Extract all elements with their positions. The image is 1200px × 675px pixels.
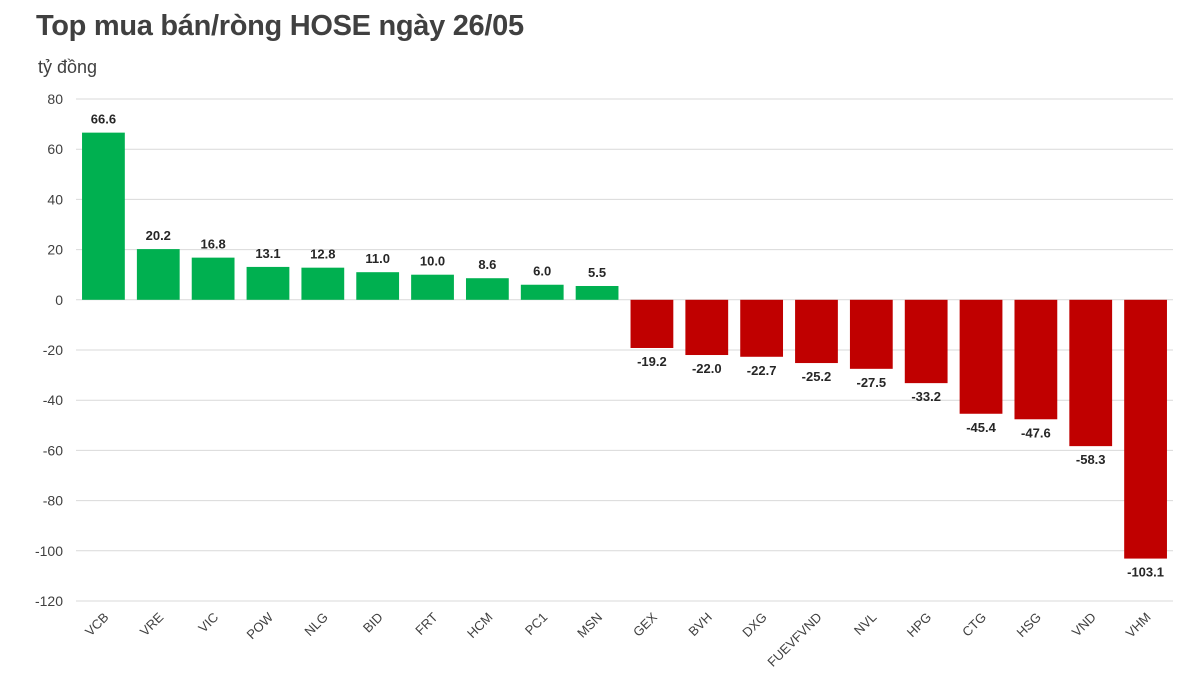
x-tick-label: CTG — [959, 610, 989, 640]
data-label: -58.3 — [1076, 452, 1106, 467]
x-tick-label: PC1 — [522, 610, 550, 638]
x-axis-ticks: VCB VRE VIC POW NLG BID FRT HCM PC1 MSN GEX BVH DXGF… — [82, 609, 1154, 670]
bar-frt — [411, 274, 454, 300]
data-label: -22.7 — [747, 363, 777, 378]
y-tick-label: 60 — [47, 141, 63, 157]
bar-fuevfvnd — [795, 299, 838, 364]
data-label: 12.8 — [310, 247, 335, 262]
x-tick-label: GEX — [630, 609, 660, 639]
y-tick-label: -120 — [35, 593, 63, 609]
data-label: -22.0 — [692, 361, 722, 376]
bar-vic — [191, 257, 235, 300]
data-label: 20.2 — [146, 228, 171, 243]
data-label: -47.6 — [1021, 425, 1051, 440]
bar-msn — [575, 285, 619, 300]
bar-ctg — [959, 299, 1003, 414]
data-label: 10.0 — [420, 254, 445, 269]
data-label: 5.5 — [588, 265, 606, 280]
x-tick-label: NVL — [851, 610, 879, 638]
bar-bvh — [685, 299, 729, 356]
bar-gex — [630, 299, 674, 348]
x-tick-label: VCB — [82, 610, 112, 640]
data-label: 11.0 — [365, 251, 390, 266]
data-label: 13.1 — [255, 246, 280, 261]
x-tick-label: HCM — [464, 610, 496, 642]
x-tick-label: VND — [1069, 610, 1099, 640]
bar-nlg — [301, 267, 345, 300]
bar-nvl — [849, 299, 893, 369]
y-axis-unit-label: tỷ đồng — [38, 57, 98, 77]
bar-vhm — [1124, 299, 1167, 559]
data-label: 6.0 — [533, 264, 551, 279]
chart-title: Top mua bán/ròng HOSE ngày 26/05 — [36, 10, 524, 42]
x-tick-label: DXG — [739, 610, 770, 641]
data-label: -33.2 — [911, 389, 941, 404]
y-tick-label: 80 — [47, 91, 63, 107]
bar-vre — [136, 249, 180, 300]
x-tick-label: VHM — [1123, 610, 1154, 641]
data-label: -25.2 — [802, 369, 832, 384]
y-tick-label: -100 — [35, 543, 63, 559]
x-tick-label: HSG — [1013, 610, 1044, 641]
y-axis-ticks: 80 60 40 20 0 -20 -40 -60 -80 -100 -120 — [35, 91, 63, 609]
x-tick-label: VIC — [195, 610, 221, 636]
x-tick-label: MSN — [574, 610, 605, 641]
data-label: -45.4 — [966, 420, 996, 435]
x-tick-label: VRE — [137, 609, 167, 639]
y-tick-label: 40 — [47, 191, 63, 207]
bar-bid — [356, 272, 400, 300]
bar-pc1 — [520, 284, 564, 300]
data-label: -19.2 — [637, 354, 667, 369]
data-label: 8.6 — [478, 257, 496, 272]
data-label: -103.1 — [1127, 565, 1164, 580]
bars — [82, 132, 1167, 559]
bar-pow — [246, 266, 290, 300]
x-tick-label: FUEVFVND — [764, 610, 824, 670]
y-tick-label: 20 — [47, 242, 63, 258]
x-tick-label: HPG — [904, 610, 935, 641]
bar-vnd — [1069, 299, 1113, 447]
data-label: 66.6 — [91, 112, 116, 127]
gridlines — [76, 98, 1173, 602]
data-label: 16.8 — [200, 237, 225, 252]
y-tick-label: -60 — [43, 442, 63, 458]
bar-hcm — [465, 278, 509, 300]
bar-hsg — [1014, 299, 1058, 420]
x-tick-label: BID — [360, 610, 386, 636]
bar-vcb — [82, 132, 125, 300]
x-tick-label: POW — [244, 609, 277, 642]
y-tick-label: -80 — [43, 493, 63, 509]
bar-hpg — [904, 299, 948, 384]
x-tick-label: NLG — [301, 610, 331, 640]
bar-dxg — [740, 299, 784, 357]
y-tick-label: -20 — [43, 342, 63, 358]
x-tick-label: BVH — [685, 610, 715, 640]
y-tick-label: 0 — [55, 292, 63, 308]
data-labels: 66.6 20.2 16.8 13.1 12.8 11.0 10.0 8.6 6.0 5.5 -19… — [91, 112, 1164, 580]
y-tick-label: -40 — [43, 392, 63, 408]
data-label: -27.5 — [857, 375, 887, 390]
x-tick-label: FRT — [412, 609, 440, 637]
